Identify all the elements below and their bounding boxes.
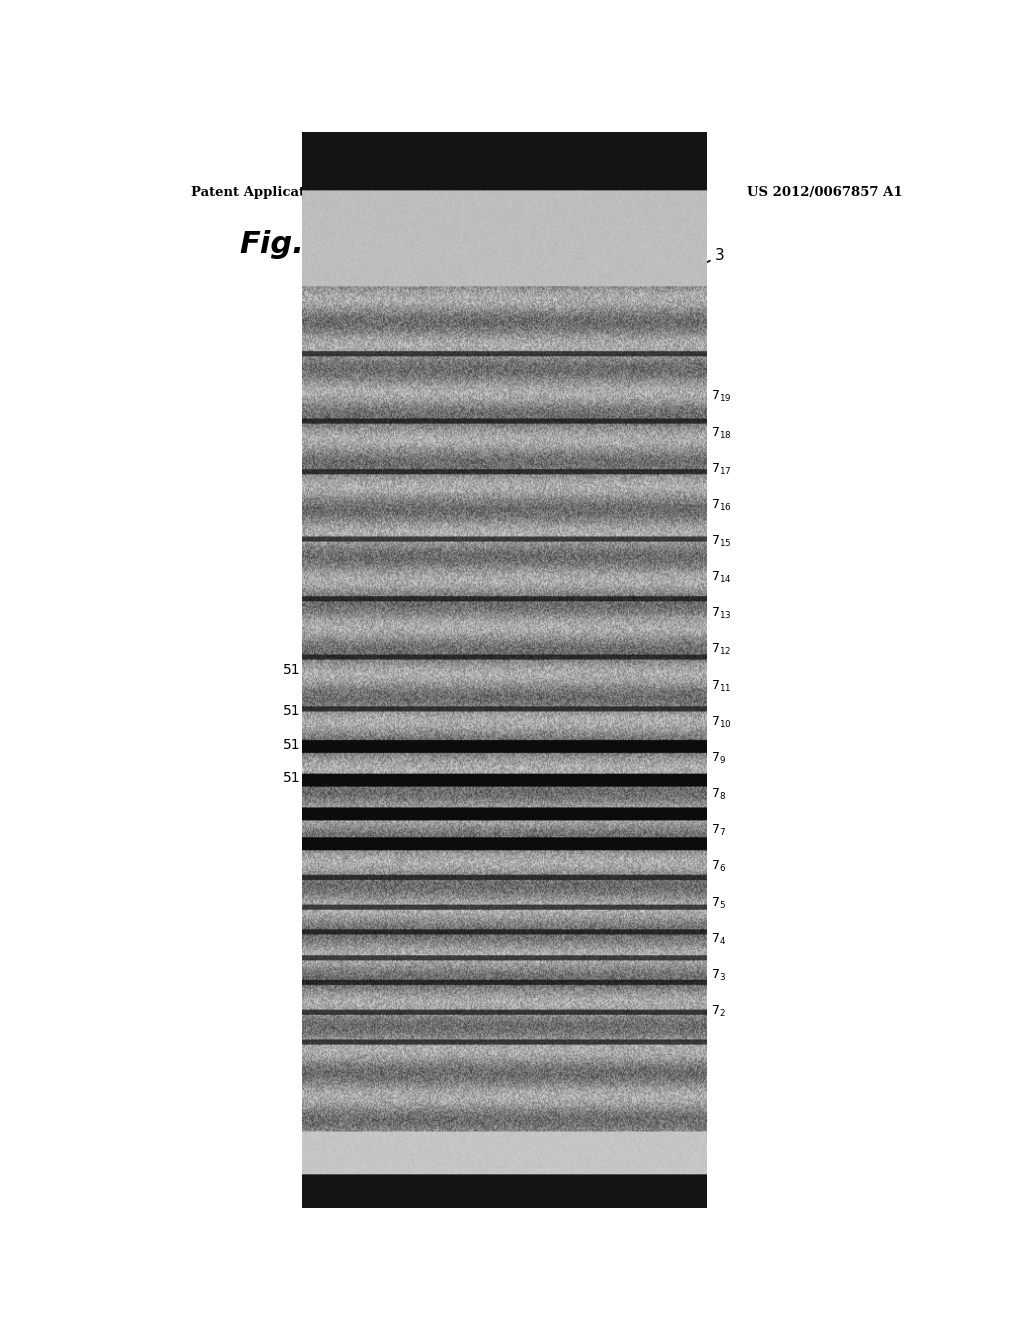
Text: 51: 51	[283, 705, 368, 718]
Text: $7_8$: $7_8$	[712, 787, 726, 803]
Text: 540μm: 540μm	[334, 615, 383, 630]
Text: 11: 11	[318, 403, 375, 417]
Text: US 2012/0067857 A1: US 2012/0067857 A1	[748, 186, 902, 199]
Text: $7_{13}$: $7_{13}$	[712, 606, 732, 622]
Text: $7_{19}$: $7_{19}$	[712, 389, 732, 404]
Text: Fig.18: Fig.18	[240, 230, 346, 259]
Text: $7_6$: $7_6$	[712, 859, 726, 874]
Text: $7_3$: $7_3$	[712, 968, 726, 983]
Text: 51: 51	[283, 663, 368, 677]
Text: 3: 3	[674, 248, 725, 280]
Text: $7_{10}$: $7_{10}$	[712, 714, 732, 730]
Text: $7_{17}$: $7_{17}$	[712, 462, 732, 477]
Text: $7_9$: $7_9$	[712, 751, 726, 766]
Text: Patent Application Publication: Patent Application Publication	[191, 186, 418, 199]
Text: $7_4$: $7_4$	[712, 932, 726, 946]
Text: $7_5$: $7_5$	[712, 895, 726, 911]
Text: 310μm: 310μm	[334, 477, 383, 490]
Text: $7_2$: $7_2$	[712, 1005, 726, 1019]
Text: $7_7$: $7_7$	[712, 824, 726, 838]
Text: Mar. 22, 2012  Sheet 18 of 21: Mar. 22, 2012 Sheet 18 of 21	[352, 186, 570, 199]
Text: $7_{15}$: $7_{15}$	[712, 533, 732, 549]
Text: 21: 21	[535, 1049, 551, 1063]
Text: 51: 51	[283, 771, 368, 785]
Text: $7_{16}$: $7_{16}$	[712, 498, 732, 513]
Text: $7_{12}$: $7_{12}$	[712, 643, 731, 657]
Text: $7_{11}$: $7_{11}$	[712, 678, 732, 693]
Text: $7_{18}$: $7_{18}$	[712, 425, 732, 441]
Text: $7_{14}$: $7_{14}$	[712, 570, 732, 585]
Text: 51: 51	[283, 738, 368, 751]
